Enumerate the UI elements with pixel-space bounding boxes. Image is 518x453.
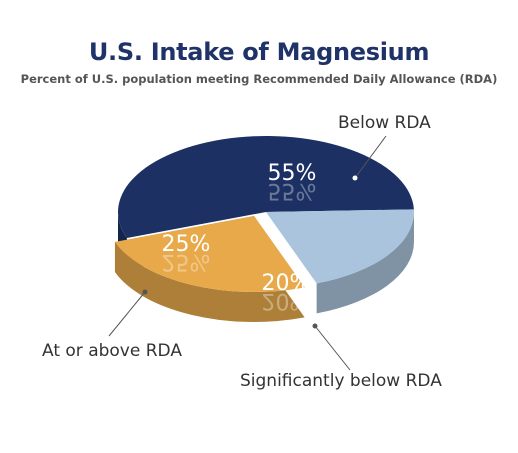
value-label-below-rda: 55% <box>268 161 317 186</box>
slice-at-or-above-rda <box>114 216 305 292</box>
value-label-reflection-significantly-below-rda: 20% <box>262 288 311 313</box>
chart-subtitle: Percent of U.S. population meeting Recom… <box>20 72 498 86</box>
slice-wall-significantly-below-rda <box>316 212 415 314</box>
chart-title: U.S. Intake of Magnesium <box>88 38 430 66</box>
leader-dot-below-rda <box>352 175 358 181</box>
value-label-reflection-at-or-above-rda: 25% <box>162 249 211 274</box>
value-label-reflection-below-rda: 55% <box>268 178 317 203</box>
slice-label-at-or-above-rda: At or above RDA <box>42 341 182 361</box>
leader-line-at-or-above-rda <box>108 291 146 337</box>
leader-dot-at-or-above-rda <box>142 289 148 295</box>
slice-significantly-below-rda <box>266 209 415 284</box>
leader-line-below-rda <box>354 135 387 179</box>
slice-label-below-rda: Below RDA <box>338 113 431 133</box>
leader-dot-significantly-below-rda <box>312 323 318 329</box>
slice-below-rda <box>118 136 414 238</box>
value-label-at-or-above-rda: 25% <box>162 232 211 257</box>
slice-label-significantly-below-rda: Significantly below RDA <box>240 371 442 391</box>
leader-line-significantly-below-rda <box>314 325 351 371</box>
value-label-significantly-below-rda: 20% <box>262 271 311 296</box>
